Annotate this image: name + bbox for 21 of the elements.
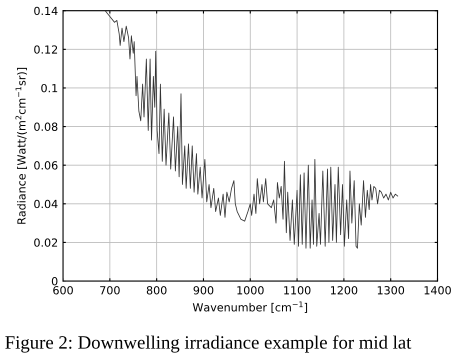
caption: Figure 2: Downwelling irradiance example for mid lat	[5, 335, 412, 353]
x-axis-title: Wavenumber [cm$^{−1}$]	[192, 301, 308, 313]
x-tick-label: 900	[194, 286, 214, 294]
x-tick-label: 1100	[284, 286, 310, 294]
y-tick-label: 0.12	[34, 45, 58, 54]
x-tick-label: 800	[146, 286, 167, 294]
x-tick-label: 1400	[424, 286, 451, 294]
x-tick-label: 700	[100, 286, 120, 294]
y-axis-title: Radiance [Watt/(m$^{2}$cm$^{−1}$sr)]	[15, 68, 27, 224]
x-tick-label: 600	[53, 286, 73, 294]
y-tick-label: 0.1	[41, 84, 58, 92]
y-tick-label: 0.02	[34, 238, 58, 247]
x-tick-label: 1300	[378, 286, 404, 294]
x-tick-label: 1200	[330, 286, 358, 294]
y-tick-label: 0.08	[34, 122, 58, 131]
y-tick-label: 0.14	[34, 6, 58, 16]
x-tick-label: 1000	[237, 286, 264, 294]
y-tick-label: 0	[52, 277, 58, 286]
y-tick-label: 0.04	[34, 200, 58, 208]
y-tick-label: 0.06	[34, 161, 58, 170]
line-series	[104, 10, 398, 249]
